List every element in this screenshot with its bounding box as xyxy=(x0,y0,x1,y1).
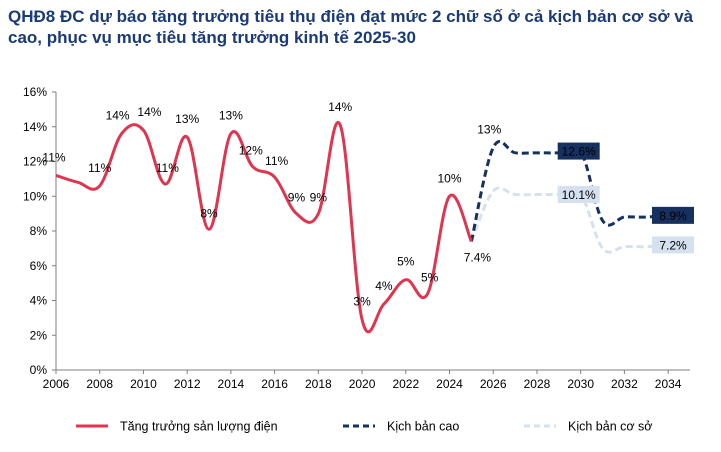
x-tick-label: 2028 xyxy=(524,377,551,391)
data-label: 4% xyxy=(375,279,393,293)
data-label-box xyxy=(652,206,694,224)
data-label-box xyxy=(652,236,694,254)
data-label: 11% xyxy=(88,161,111,175)
x-tick-label: 2034 xyxy=(655,377,682,391)
x-tick-label: 2014 xyxy=(218,377,245,391)
x-tick-label: 2012 xyxy=(174,377,201,391)
y-tick-label: 10% xyxy=(23,189,47,203)
data-label: 11% xyxy=(42,150,65,164)
data-label: 11% xyxy=(156,161,179,175)
y-tick-label: 16% xyxy=(23,85,47,99)
x-tick-label: 2026 xyxy=(480,377,507,391)
data-label: 8.9% xyxy=(659,209,687,223)
legend-label: Tăng trưởng sản lượng điện xyxy=(120,420,278,434)
data-label: 13% xyxy=(219,109,243,123)
x-tick-label: 2006 xyxy=(43,377,70,391)
axes: 0% 2% 4% 6% 8% 10% 12% 14% 16% 2006 2008 2010 2012 20… xyxy=(23,85,690,391)
data-label: 5% xyxy=(397,255,415,269)
y-tick-label: 14% xyxy=(23,120,47,134)
data-label: 14% xyxy=(137,105,161,119)
legend-label: Kịch bản cao xyxy=(387,420,459,434)
data-label: 5% xyxy=(421,271,439,285)
legend: Tăng trưởng sản lượng điện Kịch bản cao Kị… xyxy=(76,420,653,434)
data-label: 13% xyxy=(477,123,501,137)
data-label: 10% xyxy=(438,171,462,185)
data-label: 9% xyxy=(310,191,328,205)
x-tick-label: 2024 xyxy=(436,377,463,391)
data-label: 13% xyxy=(175,112,199,126)
data-label: 11% xyxy=(265,154,288,168)
x-tick-label: 2018 xyxy=(305,377,332,391)
data-label-box xyxy=(557,186,600,204)
y-tick-label: 0% xyxy=(30,363,48,377)
data-label: 12% xyxy=(239,144,263,158)
y-tick-label: 4% xyxy=(30,294,48,308)
data-label: 8% xyxy=(200,206,218,220)
y-tick-label: 8% xyxy=(30,224,48,238)
data-label: 7.2% xyxy=(659,238,687,252)
x-tick-label: 2016 xyxy=(261,377,288,391)
data-label: 12.6% xyxy=(562,145,596,159)
data-labels: 11%11%14% 14%11%13%8%13%12%11%9% 9%14%3%4%… xyxy=(42,100,694,309)
x-tick-label: 2032 xyxy=(611,377,638,391)
y-tick-label: 2% xyxy=(30,328,48,342)
series-line-1 xyxy=(469,140,691,242)
data-label: 14% xyxy=(106,109,130,123)
x-tick-label: 2008 xyxy=(86,377,113,391)
data-label: 14% xyxy=(328,100,352,114)
y-tick-label: 12% xyxy=(23,155,47,169)
x-tick-label: 2020 xyxy=(349,377,376,391)
x-tick-label: 2030 xyxy=(567,377,594,391)
data-label-box xyxy=(557,142,600,160)
x-tick-label: 2010 xyxy=(130,377,157,391)
series-line-0 xyxy=(55,120,473,334)
chart-title: QHĐ8 ĐC dự báo tăng trưởng tiêu thụ điện… xyxy=(8,7,694,47)
data-label: 3% xyxy=(353,295,371,309)
legend-label: Kịch bản cơ sở xyxy=(568,420,653,434)
data-label: 9% xyxy=(288,191,306,205)
data-label: 10.1% xyxy=(562,188,596,202)
data-label: 7.4% xyxy=(464,250,492,264)
x-tick-label: 2022 xyxy=(392,377,419,391)
y-tick-label: 6% xyxy=(30,259,48,273)
